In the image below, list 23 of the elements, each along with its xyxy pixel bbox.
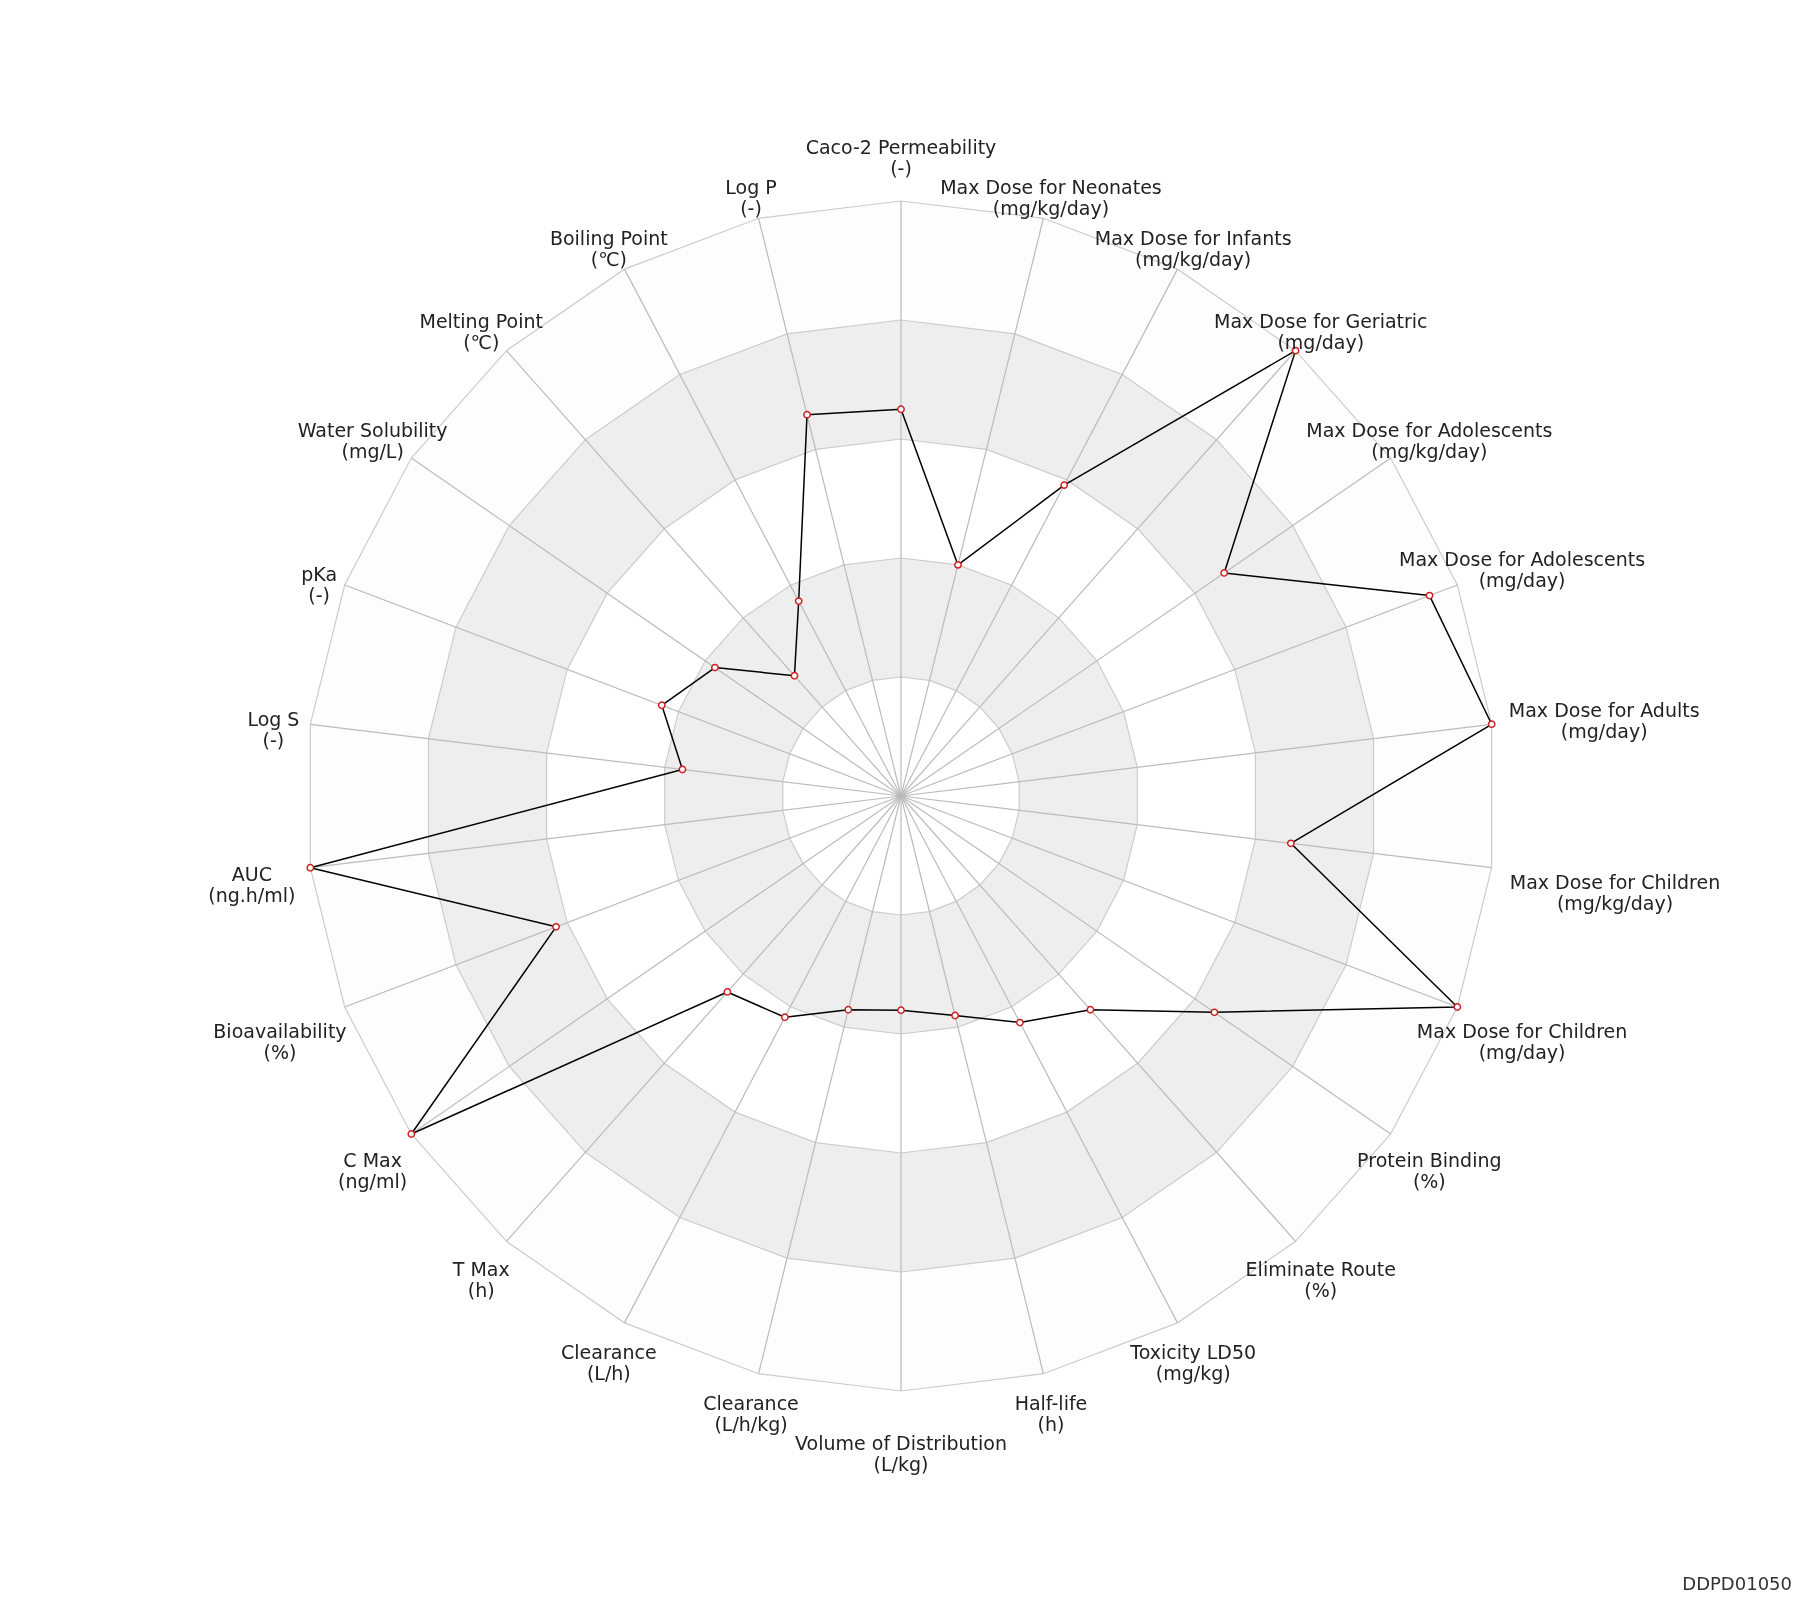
spoke-label: pKa (-) bbox=[301, 563, 338, 607]
spoke-label: Boiling Point (℃) bbox=[549, 227, 668, 271]
spoke-label: C Max (ng/ml) bbox=[338, 1148, 408, 1192]
spoke-label: Max Dose for Infants (mg/kg/day) bbox=[1094, 227, 1292, 271]
spoke-label: AUC (ng.h/ml) bbox=[208, 862, 296, 906]
spoke-label: Max Dose for Children (mg/kg/day) bbox=[1509, 870, 1721, 914]
spoke-label: Max Dose for Adolescents (mg/kg/day) bbox=[1306, 419, 1553, 463]
spoke-label: Melting Point (℃) bbox=[419, 310, 543, 354]
spoke-label: Log P (-) bbox=[725, 175, 777, 219]
spoke-label: Max Dose for Adolescents (mg/day) bbox=[1399, 548, 1646, 592]
spoke-label: Water Solubility (mg/L) bbox=[297, 419, 448, 463]
spoke-label: Max Dose for Adults (mg/day) bbox=[1508, 698, 1700, 742]
spoke-label: Bioavailability (%) bbox=[213, 1019, 347, 1063]
spoke-label: Half-life (h) bbox=[1014, 1392, 1088, 1436]
spoke-label: Protein Binding (%) bbox=[1357, 1148, 1502, 1192]
spoke-label: Toxicity LD50 (mg/kg) bbox=[1129, 1340, 1257, 1384]
text: DDPD01050 bbox=[1682, 1573, 1792, 1594]
spoke-label: Max Dose for Children (mg/day) bbox=[1416, 1019, 1628, 1063]
spoke-label: Clearance (L/h) bbox=[561, 1340, 657, 1384]
spoke-label: Log S (-) bbox=[247, 707, 300, 751]
spoke-label: Max Dose for Geriatric (mg/day) bbox=[1214, 310, 1428, 354]
spoke-label: Eliminate Route (%) bbox=[1245, 1257, 1396, 1301]
spoke-label: T Max (h) bbox=[451, 1257, 510, 1301]
